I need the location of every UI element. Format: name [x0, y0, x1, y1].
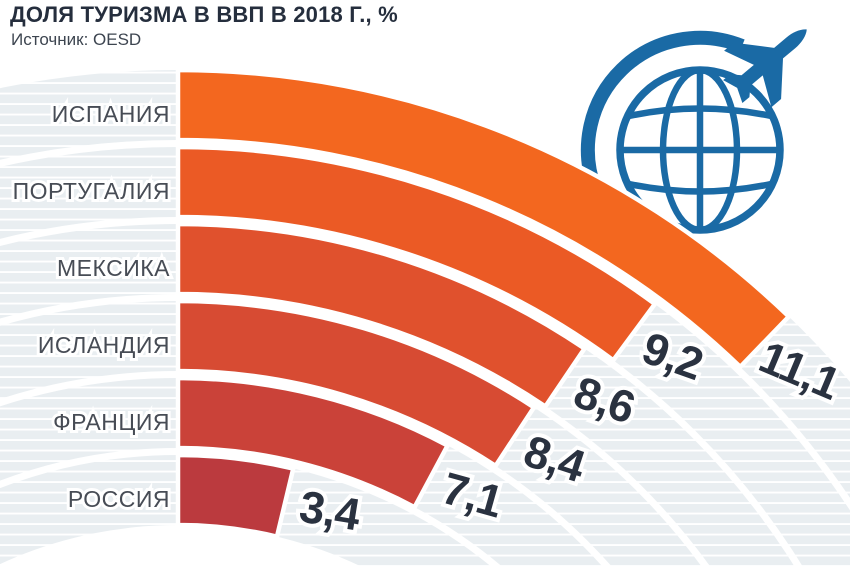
country-label-mexico: МЕКСИКА: [57, 255, 170, 281]
value-label-russia: 3,4: [296, 480, 364, 540]
bar-iceland: [175, 298, 538, 469]
track-separator-arc: [0, 217, 803, 566]
globe-airplane-icon: [580, 29, 807, 234]
chart-header: ДОЛЯ ТУРИЗМА В ВВП В 2018 Г., % Источник…: [10, 2, 398, 50]
bar-france: [175, 375, 451, 511]
chart-source: Источник: OESD: [11, 30, 142, 49]
chart-title: ДОЛЯ ТУРИЗМА В ВВП В 2018 Г., %: [10, 2, 398, 27]
track-separator-arc: [0, 371, 612, 566]
country-label-spain: ИСПАНИЯ: [52, 101, 170, 127]
globe-parallel-south-icon: [628, 180, 772, 195]
track-separator-arc: [0, 294, 710, 566]
country-label-russia: РОССИЯ: [68, 486, 170, 512]
bars-group: [175, 67, 792, 540]
bar-russia: [175, 452, 296, 540]
bar-mexico: [175, 221, 588, 410]
orbit-swoosh-icon: [580, 30, 745, 192]
country-label-portugal: ПОРТУГАЛИЯ: [13, 178, 170, 204]
globe-parallel-north-icon: [628, 105, 772, 120]
country-label-iceland: ИСЛАНДИЯ: [38, 332, 170, 358]
track-separator-arc: [0, 448, 502, 566]
country-label-france: ФРАНЦИЯ: [53, 409, 170, 435]
bar-portugal: [175, 144, 659, 364]
airplane-icon: [723, 29, 807, 108]
track-separator-arc: [0, 140, 850, 511]
bar-spain: [175, 67, 792, 371]
